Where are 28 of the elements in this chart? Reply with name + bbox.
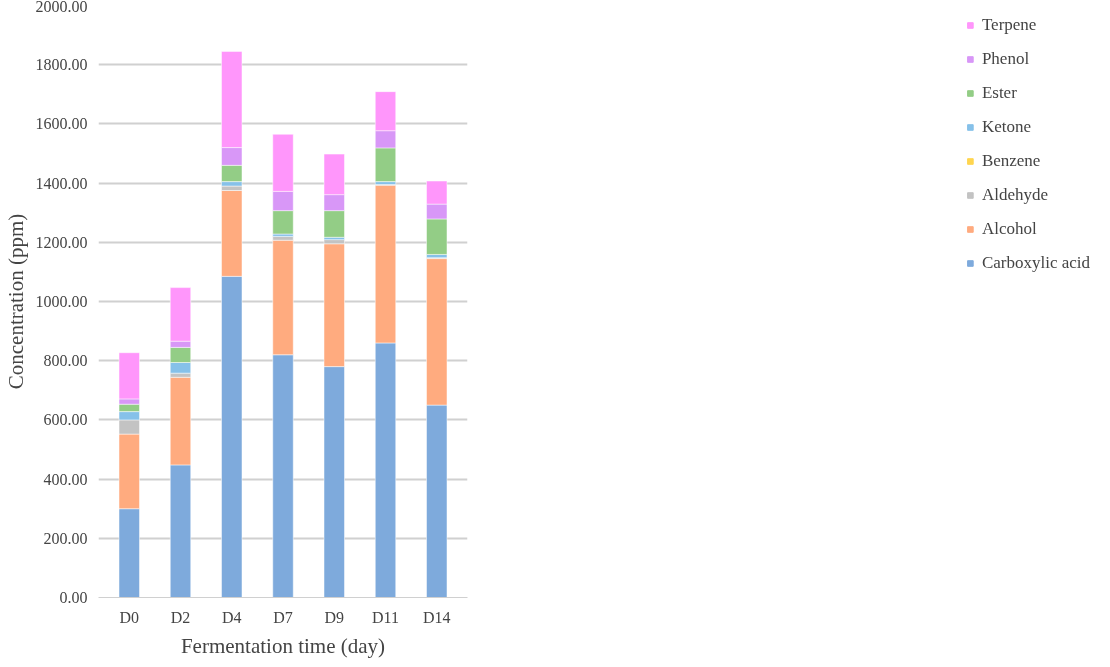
x-axis-title: Fermentation time (day): [180, 633, 386, 658]
x-tick-label: D11: [372, 608, 399, 626]
y-tick-label: 1800.00: [35, 56, 88, 74]
x-tick-label: D4: [221, 608, 242, 626]
y-tick-label: 400.00: [43, 470, 88, 488]
y-tick-label: 600.00: [43, 411, 88, 429]
legend-label: Alcohol: [981, 219, 1037, 239]
x-tick-label: D7: [273, 608, 293, 626]
x-tick-label: D0: [119, 608, 140, 626]
y-tick-label: 0.00: [59, 589, 88, 606]
y-tick-label: 1000.00: [35, 293, 88, 310]
legend-label: Phenol: [981, 49, 1030, 69]
y-tick-label: 1600.00: [35, 115, 88, 133]
y-axis-title: Concentration (ppm): [3, 213, 28, 390]
legend-label: Aldehyde: [981, 185, 1048, 205]
y-tick-label: 200.00: [43, 529, 88, 547]
y-tick-label: 1400.00: [35, 174, 88, 192]
legend-label: Ester: [981, 83, 1017, 103]
y-tick-label: 800.00: [43, 352, 88, 370]
legend-label: Ketone: [981, 117, 1031, 137]
legend-label: Carboxylic acid: [981, 253, 1090, 273]
legend-label: Benzene: [981, 151, 1041, 171]
x-tick-label: D14: [422, 608, 451, 626]
y-tick-label: 1200.00: [35, 233, 88, 251]
x-tick-label: D9: [324, 608, 345, 626]
y-tick-label: 2000.00: [35, 0, 88, 15]
legend-label: Terpene: [981, 15, 1037, 35]
x-tick-label: D2: [170, 608, 191, 626]
